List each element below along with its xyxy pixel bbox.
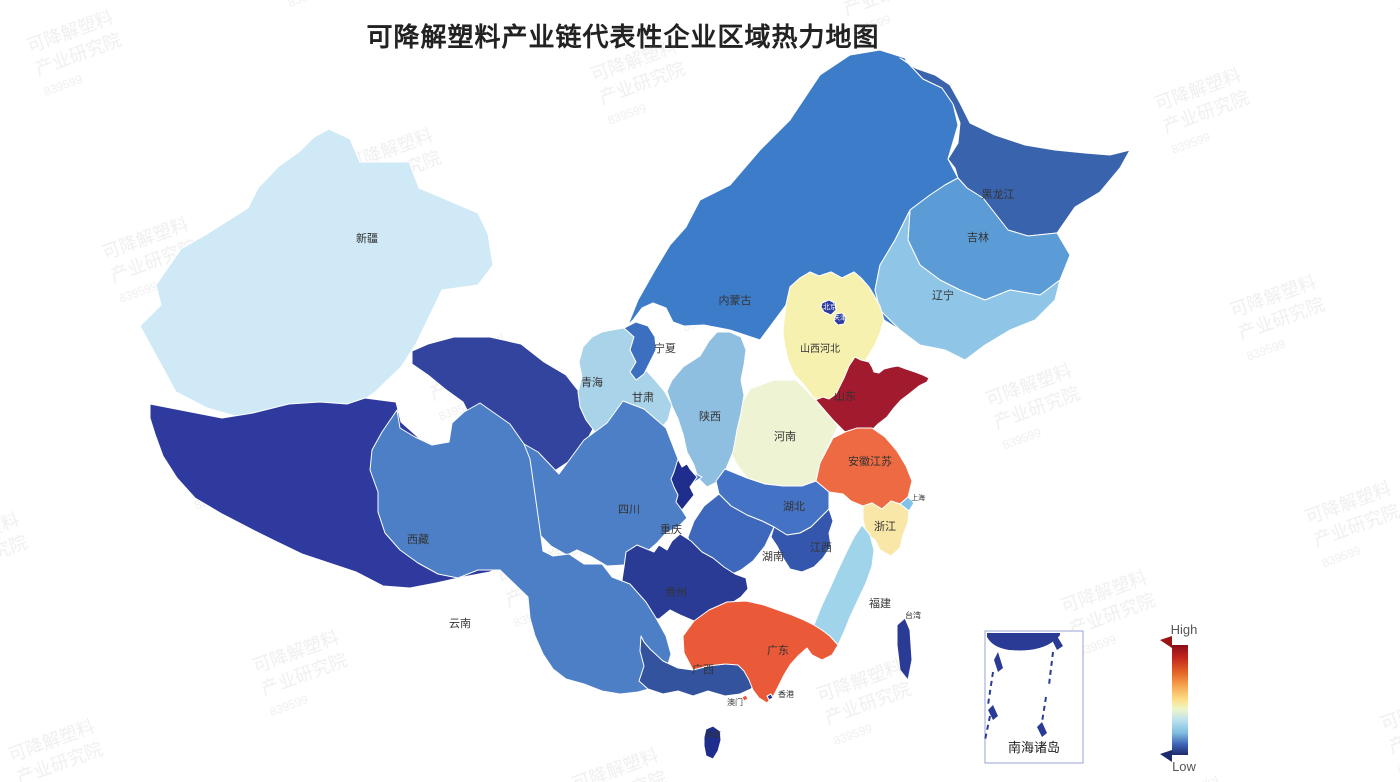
svg-text:天津: 天津 — [834, 315, 846, 322]
svg-text:江西: 江西 — [810, 541, 832, 554]
svg-text:浙江: 浙江 — [874, 520, 896, 533]
svg-text:宁夏: 宁夏 — [654, 341, 676, 355]
svg-text:广东: 广东 — [767, 644, 789, 657]
svg-text:安徽江苏: 安徽江苏 — [848, 454, 892, 468]
svg-text:上海: 上海 — [911, 493, 925, 502]
svg-text:河南: 河南 — [774, 430, 796, 443]
svg-text:广西: 广西 — [692, 663, 714, 676]
svg-text:甘肃: 甘肃 — [632, 391, 654, 404]
svg-text:新疆: 新疆 — [356, 231, 378, 245]
svg-text:湖北: 湖北 — [783, 500, 805, 513]
svg-text:青海: 青海 — [581, 375, 603, 389]
svg-text:山西河北: 山西河北 — [800, 343, 840, 355]
svg-text:福建: 福建 — [869, 596, 891, 610]
svg-text:北京: 北京 — [823, 302, 837, 311]
svg-text:湖南: 湖南 — [762, 550, 784, 563]
svg-text:西藏: 西藏 — [407, 533, 429, 546]
svg-text:山东: 山东 — [834, 390, 856, 403]
svg-text:内蒙古: 内蒙古 — [719, 293, 752, 307]
svg-text:海南: 海南 — [705, 729, 721, 739]
svg-text:南海诸岛: 南海诸岛 — [1008, 740, 1060, 755]
svg-text:台湾: 台湾 — [905, 610, 921, 620]
svg-text:贵州: 贵州 — [665, 586, 687, 599]
svg-text:云南: 云南 — [449, 617, 471, 630]
svg-text:香港: 香港 — [778, 689, 794, 699]
svg-text:澳门: 澳门 — [727, 697, 743, 707]
svg-text:黑龙江: 黑龙江 — [982, 188, 1015, 201]
svg-text:吉林: 吉林 — [967, 230, 989, 244]
svg-text:四川: 四川 — [618, 504, 640, 516]
svg-text:辽宁: 辽宁 — [932, 288, 954, 302]
svg-text:Low: Low — [1172, 759, 1196, 774]
svg-text:High: High — [1171, 622, 1198, 637]
svg-text:重庆: 重庆 — [660, 522, 682, 536]
svg-text:陕西: 陕西 — [699, 409, 721, 423]
